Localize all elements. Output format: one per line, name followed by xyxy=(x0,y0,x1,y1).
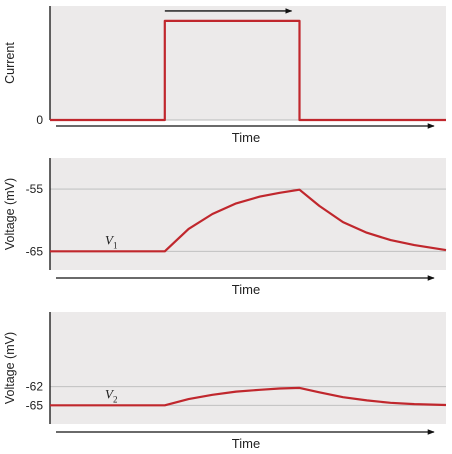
series-line xyxy=(50,19,446,122)
panel-1: 0 Current Time xyxy=(3,6,446,145)
series-label-subscript: 1 xyxy=(113,240,118,250)
panel-3: -62 -65 Voltage (mV) V2 Time xyxy=(3,312,447,451)
x-axis-label: Time xyxy=(232,436,260,451)
y-axis-label: Voltage (mV) xyxy=(3,178,17,250)
series-label: V2 xyxy=(105,386,117,404)
series-line xyxy=(50,386,447,407)
plot-background xyxy=(50,158,446,270)
series-label: V1 xyxy=(105,232,117,250)
plot-background xyxy=(50,6,446,120)
panel-2: -55 -65 Voltage (mV) V1 Time xyxy=(3,158,447,297)
y-tick-label: -65 xyxy=(26,244,44,258)
y-tick-label: -65 xyxy=(26,398,44,412)
y-tick-label: 0 xyxy=(36,113,43,127)
series-label-main: V xyxy=(105,386,115,401)
x-axis-label: Time xyxy=(232,130,260,145)
y-axis-label: Voltage (mV) xyxy=(3,332,17,404)
plot-background xyxy=(50,312,446,424)
y-tick-label: -62 xyxy=(26,380,44,394)
series-label-main: V xyxy=(105,232,115,247)
x-axis-label: Time xyxy=(232,282,260,297)
series-line xyxy=(50,188,447,253)
series-label-subscript: 2 xyxy=(113,394,118,404)
y-axis-label: Current xyxy=(3,42,17,84)
y-tick-label: -55 xyxy=(26,182,44,196)
